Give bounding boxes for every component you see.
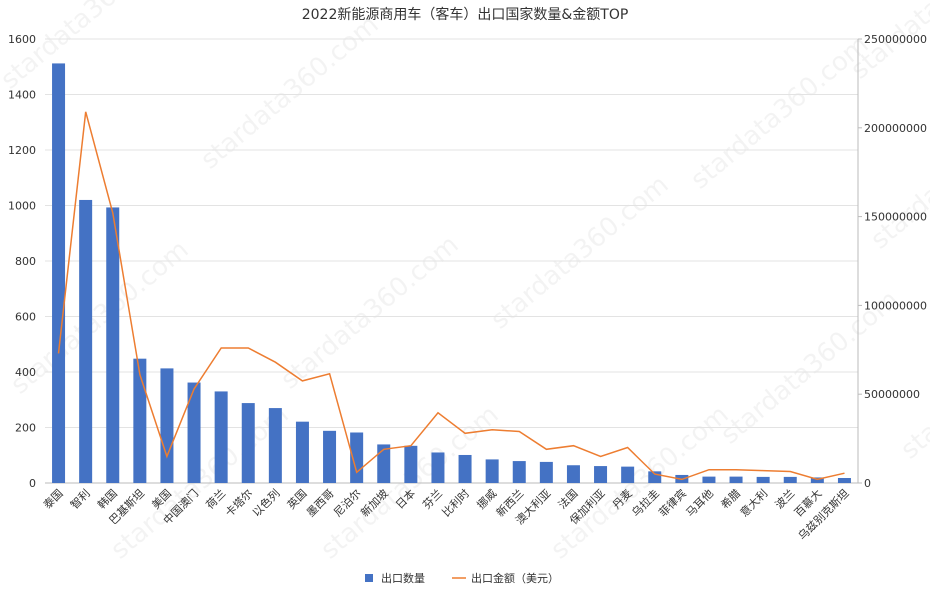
amount-series-line: [57, 111, 845, 481]
left-tick-label: 600: [15, 311, 36, 324]
bar-count: [594, 466, 608, 483]
left-tick-label: 400: [15, 366, 36, 379]
category-label: 比利时: [440, 487, 473, 520]
bar-count: [648, 471, 662, 483]
bar-count: [485, 459, 499, 483]
watermark-text: stardata360.com: [895, 300, 930, 466]
left-tick-label: 1600: [8, 33, 36, 46]
bar-count: [810, 477, 824, 483]
left-tick-label: 0: [29, 477, 36, 490]
bar-count: [323, 430, 337, 483]
bar-count: [268, 408, 282, 483]
bar-count: [756, 476, 770, 483]
bar-count: [52, 63, 66, 484]
bar-count: [295, 421, 309, 483]
bar-series: [52, 63, 851, 484]
watermark-text: stardata360.com: [0, 0, 184, 95]
category-label: 马耳他: [684, 487, 717, 520]
bar-count: [729, 476, 743, 483]
grid-lines: [45, 38, 858, 428]
bar-count: [539, 461, 553, 483]
chart-title: 2022新能源商用车（客车）出口国家数量&金额TOP: [302, 6, 629, 23]
category-label: 泰国: [40, 486, 65, 511]
bar-count: [377, 444, 391, 483]
legend: 出口数量 出口金额（美元）: [365, 571, 559, 585]
right-tick-label: 150000000: [864, 211, 927, 224]
watermark-text: stardata360.com: [685, 30, 874, 196]
bar-count: [214, 391, 228, 483]
bar-count: [133, 358, 147, 483]
bar-count: [512, 461, 526, 483]
left-tick-label: 1200: [8, 144, 36, 157]
left-tick-label: 200: [15, 422, 36, 435]
category-label: 卡塔尔: [223, 487, 256, 520]
bar-count: [621, 466, 635, 483]
left-tick-label: 800: [15, 255, 36, 268]
bar-count: [187, 382, 201, 483]
right-tick-label: 250000000: [864, 33, 927, 46]
bar-count: [458, 454, 472, 483]
left-tick-label: 1000: [8, 200, 36, 213]
bar-count: [79, 199, 93, 483]
legend-label-count: 出口数量: [381, 571, 425, 585]
category-label: 菲律宾: [656, 486, 689, 519]
bar-count: [702, 476, 716, 483]
bar-count: [404, 445, 418, 483]
legend-swatch-count: [365, 574, 373, 582]
bar-count: [106, 207, 120, 483]
watermark-text: stardata360.com: [865, 90, 930, 256]
category-label: 墨西哥: [304, 487, 337, 520]
category-label: 智利: [67, 486, 92, 511]
right-tick-label: 0: [864, 477, 871, 490]
category-label: 意大利: [737, 486, 770, 519]
bar-count: [160, 368, 174, 483]
category-label: 以色列: [249, 486, 282, 519]
left-tick-label: 1400: [8, 89, 36, 102]
bar-count: [783, 476, 797, 483]
legend-label-amount: 出口金额（美元）: [471, 571, 559, 585]
bar-count: [431, 452, 445, 483]
watermark-text: stardata360.com: [195, 10, 384, 176]
right-tick-label: 100000000: [864, 299, 927, 312]
right-tick-label: 50000000: [864, 388, 920, 401]
left-axis-ticks: 0 200 400 600 800 1000 1200 1400 1600: [8, 33, 36, 490]
watermark-text: stardata360.com: [485, 170, 674, 336]
bar-count: [837, 478, 851, 483]
bar-count: [241, 403, 255, 483]
watermark-text: stardata360.com: [275, 230, 464, 396]
right-tick-label: 200000000: [864, 122, 927, 135]
right-axis-ticks: 0 50000000 100000000 150000000 200000000 2500…: [858, 33, 927, 490]
bar-count: [566, 465, 580, 483]
